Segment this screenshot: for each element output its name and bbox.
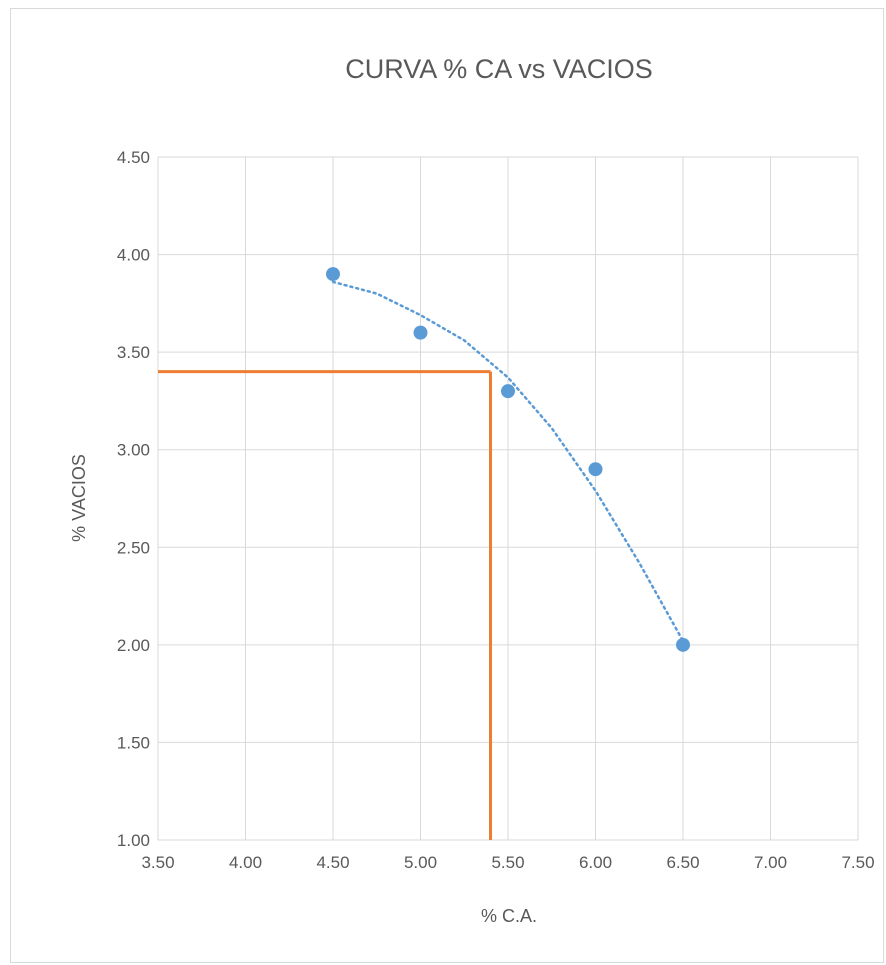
chart-title: CURVA % CA vs VACIOS [345,54,653,84]
x-tick-label: 4.50 [316,853,349,872]
x-tick-label: 5.00 [404,853,437,872]
trendline-path [331,280,685,643]
data-points [326,267,690,652]
y-tick-label: 4.00 [117,246,150,265]
x-tick-labels: 3.50 4.00 4.50 5.00 5.50 6.00 6.50 7.00 7.50 [141,853,874,872]
y-tick-label: 2.00 [117,636,150,655]
y-axis-title: % VACIOS [69,454,89,542]
y-tick-labels: 1.00 1.50 2.00 2.50 3.00 3.50 4.00 4.50 [117,148,150,850]
data-point [588,462,603,477]
reference-lines [158,370,492,840]
x-axis-title: % C.A. [481,906,537,926]
x-tick-label: 5.50 [491,853,524,872]
trendline [331,280,685,643]
y-tick-label: 4.50 [117,148,150,167]
chart-frame [10,8,884,963]
y-tick-label: 3.50 [117,343,150,362]
y-tick-label: 2.50 [117,538,150,557]
data-point [326,267,340,282]
y-tick-label: 1.00 [117,831,150,850]
x-tick-label: 6.00 [579,853,612,872]
x-tick-label: 3.50 [141,853,174,872]
x-tick-label: 6.50 [666,853,699,872]
x-tick-label: 4.00 [229,853,262,872]
data-point [413,325,428,340]
y-tick-label: 1.50 [117,733,150,752]
grid-layer [157,156,859,841]
x-tick-label: 7.00 [754,853,787,872]
y-tick-label: 3.00 [117,441,150,460]
data-point [676,637,690,652]
x-tick-label: 7.50 [841,853,874,872]
data-point [501,384,515,399]
